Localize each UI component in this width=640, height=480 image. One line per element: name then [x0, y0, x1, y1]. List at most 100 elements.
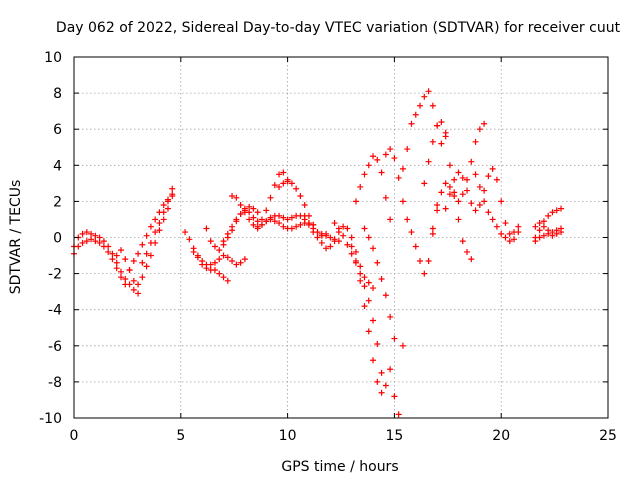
data-point — [147, 239, 154, 246]
data-point — [365, 279, 372, 286]
data-point — [365, 328, 372, 335]
data-point — [506, 238, 513, 245]
data-point — [485, 173, 492, 180]
data-point — [489, 165, 496, 172]
chart-title: Day 062 of 2022, Sidereal Day-to-day VTE… — [56, 20, 621, 36]
y-tick-label: -4 — [48, 303, 62, 319]
data-point — [489, 216, 496, 223]
data-point — [276, 183, 283, 190]
data-point — [250, 205, 257, 212]
data-point — [429, 138, 436, 145]
y-tick-label: 2 — [53, 194, 62, 210]
data-point — [139, 259, 146, 266]
data-point — [271, 182, 278, 189]
data-point — [229, 223, 236, 230]
data-point — [207, 261, 214, 268]
data-point — [365, 234, 372, 241]
data-point — [246, 216, 253, 223]
data-point — [280, 180, 287, 187]
data-point — [88, 230, 95, 237]
data-marks — [71, 88, 565, 418]
series-arc-14 — [331, 220, 385, 376]
data-point — [515, 229, 522, 236]
data-point — [476, 126, 483, 133]
data-point — [378, 369, 385, 376]
data-point — [357, 277, 364, 284]
data-point — [220, 238, 227, 245]
data-point — [288, 180, 295, 187]
data-point — [147, 223, 154, 230]
data-point — [425, 88, 432, 95]
data-point — [391, 393, 398, 400]
data-point — [211, 243, 218, 250]
data-point — [425, 158, 432, 165]
data-point — [250, 221, 257, 228]
data-point — [434, 207, 441, 214]
data-point — [352, 198, 359, 205]
data-point — [481, 187, 488, 194]
data-point — [374, 259, 381, 266]
data-point — [258, 216, 265, 223]
data-point — [288, 225, 295, 232]
series-arc-17 — [361, 225, 398, 342]
data-point — [297, 221, 304, 228]
data-point — [532, 238, 539, 245]
data-point — [284, 216, 291, 223]
data-point — [540, 218, 547, 225]
data-point — [276, 212, 283, 219]
data-point — [130, 257, 137, 264]
x-axis-label: GPS time / hours — [281, 459, 398, 475]
data-point — [459, 238, 466, 245]
data-point — [88, 236, 95, 243]
data-point — [417, 257, 424, 264]
data-point — [558, 229, 565, 236]
data-point — [476, 202, 483, 209]
data-point — [83, 229, 90, 236]
data-point — [493, 223, 500, 230]
data-point — [224, 277, 231, 284]
data-point — [472, 207, 479, 214]
data-point — [254, 218, 261, 225]
data-point — [122, 281, 129, 288]
data-point — [139, 241, 146, 248]
data-point — [378, 169, 385, 176]
x-tick-label: 25 — [599, 428, 617, 444]
data-point — [113, 259, 120, 266]
data-point — [399, 198, 406, 205]
data-point — [229, 192, 236, 199]
data-point — [357, 270, 364, 277]
series-arc-26 — [532, 229, 565, 245]
data-point — [540, 223, 547, 230]
data-point — [374, 340, 381, 347]
data-point — [143, 250, 150, 257]
data-point — [143, 232, 150, 239]
data-point — [438, 189, 445, 196]
data-point — [455, 198, 462, 205]
data-point — [459, 174, 466, 181]
data-point — [493, 176, 500, 183]
data-point — [152, 229, 159, 236]
data-point — [310, 229, 317, 236]
data-point — [241, 256, 248, 263]
data-point — [164, 198, 171, 205]
data-point — [348, 243, 355, 250]
data-point — [370, 153, 377, 160]
data-point — [511, 236, 518, 243]
data-point — [442, 180, 449, 187]
data-point — [468, 256, 475, 263]
data-point — [485, 209, 492, 216]
x-tick-label: 15 — [385, 428, 403, 444]
data-point — [314, 234, 321, 241]
data-point — [387, 146, 394, 153]
data-point — [263, 218, 270, 225]
data-point — [207, 238, 214, 245]
data-point — [498, 230, 505, 237]
data-point — [105, 248, 112, 255]
data-point — [323, 245, 330, 252]
data-point — [109, 256, 116, 263]
data-point — [532, 223, 539, 230]
y-tick-label: -10 — [39, 411, 62, 427]
data-point — [318, 232, 325, 239]
data-point — [553, 207, 560, 214]
series-arc-16 — [352, 153, 394, 223]
